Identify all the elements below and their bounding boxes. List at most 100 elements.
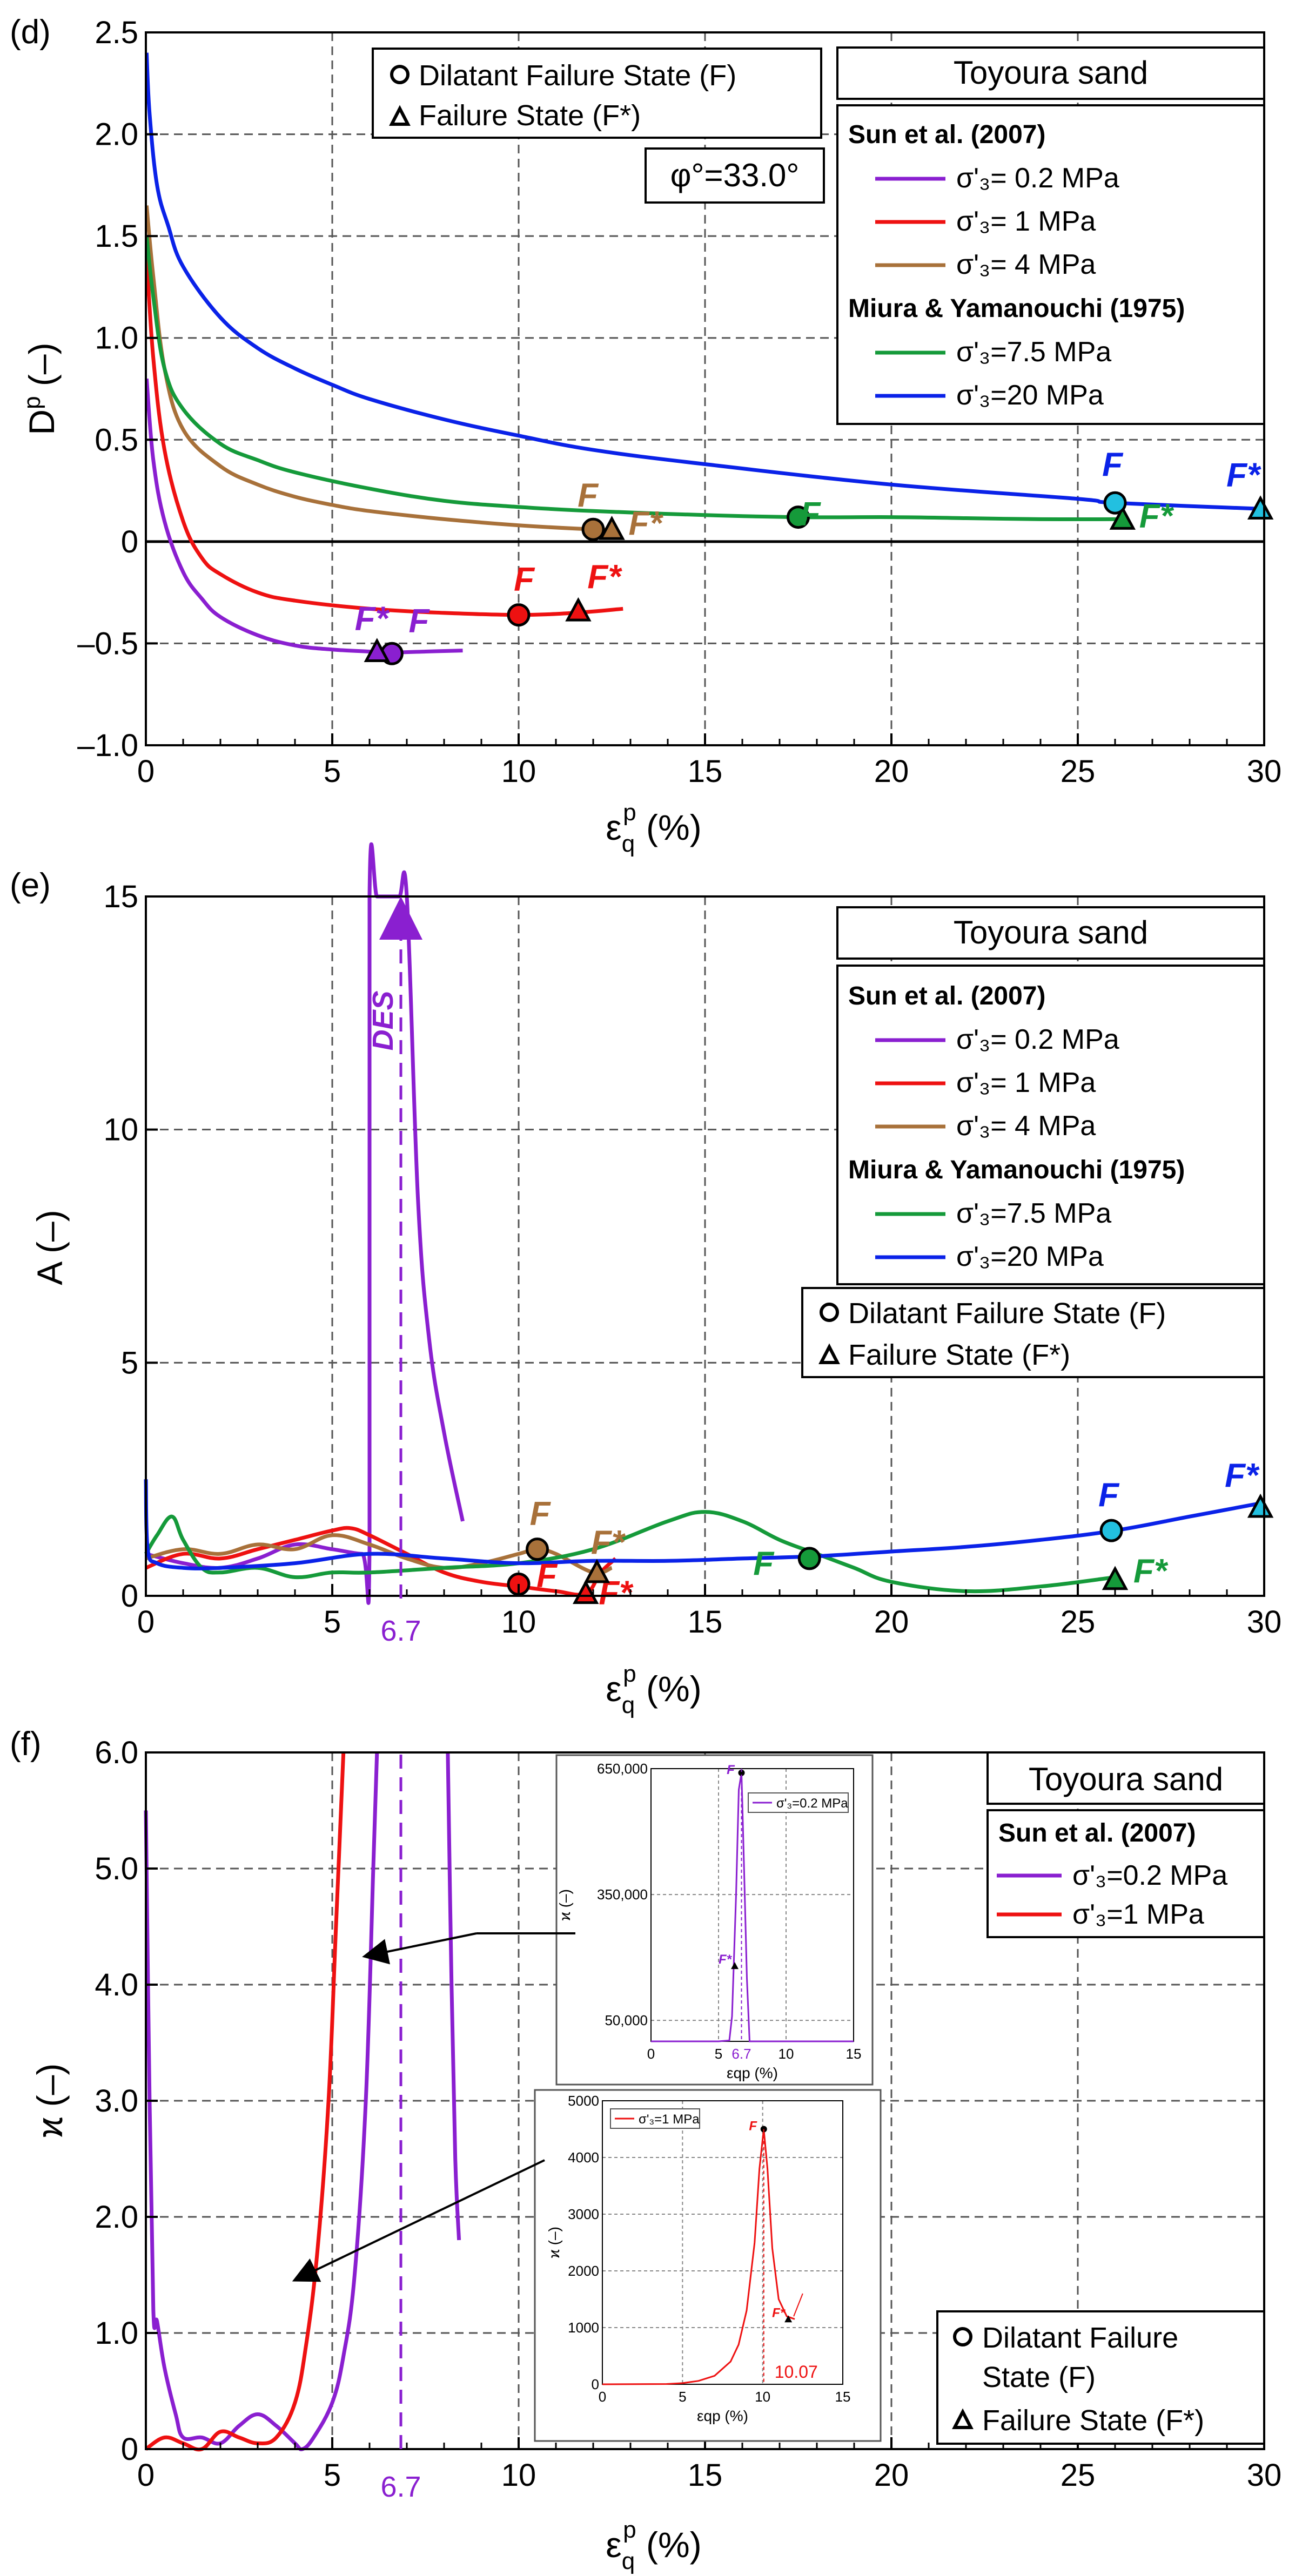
x-tick-label: 25	[1061, 1604, 1096, 1640]
legend-label-1mpa: σ'₃=1 MPa	[1072, 1899, 1204, 1930]
series-line	[144, 256, 623, 617]
legend-label: σ'₃= 1 MPa	[956, 206, 1096, 237]
legend-label: σ'₃= 4 MPa	[956, 1110, 1096, 1142]
legend-dilatant-label: Dilatant Failure State (F)	[848, 1297, 1166, 1330]
y-tick-label: 5	[121, 1345, 138, 1380]
y-tick-label: 6.0	[95, 1735, 138, 1770]
inset-legend-label: σ'₃=0.2 MPa	[776, 1796, 848, 1811]
panel-d-markers: F F* F F* F F* F F* F F*	[355, 446, 1274, 665]
inset-y-tick-label: 0	[592, 2376, 599, 2392]
x-tick-label: 30	[1247, 1604, 1282, 1640]
inset-xlabel: εqp (%)	[697, 2408, 748, 2424]
inset-point-label: F	[727, 1763, 735, 1777]
inset-x-tick-label: 15	[846, 2046, 862, 2062]
F-label: F	[753, 1545, 775, 1582]
series-line	[144, 1510, 1116, 1594]
inset-y-tick-label: 50,000	[605, 2012, 648, 2028]
inset-pointer-arrow	[292, 2159, 545, 2282]
panel-e-label: (e)	[10, 867, 51, 904]
inset-y-tick-label: 3000	[568, 2206, 599, 2222]
x-tick-label: 10	[501, 754, 536, 789]
dilatant-failure-marker	[1103, 491, 1127, 515]
failure-marker	[565, 597, 592, 622]
y-tick-label: 10	[103, 1112, 138, 1148]
series-line	[145, 842, 465, 1605]
failure-marker	[583, 1559, 610, 1583]
panel-e-ylabel: A (–)	[30, 1210, 70, 1285]
panel-d-series	[144, 52, 1265, 655]
panel-f-x-6.7-label: 6.7	[380, 2471, 421, 2503]
F-star-label: F*	[1225, 1457, 1260, 1494]
inset-x-tick-label: 5	[679, 2389, 686, 2405]
x-tick-label: 25	[1061, 2458, 1096, 2493]
inset-ylabel-text: ϰ (–)	[556, 1889, 573, 1921]
panel-d-xlabel: εqp (%)	[606, 799, 701, 857]
inset-x-tick-label: 15	[835, 2389, 851, 2405]
panel-d-legend-entries: Sun et al. (2007) σ'₃= 0.2 MPa σ'₃= 1 MPa σ…	[848, 120, 1185, 411]
failure-marker	[1247, 1493, 1274, 1518]
x-tick-label: 20	[874, 1604, 909, 1640]
x-tick-label: 20	[874, 754, 909, 789]
des-label: DES	[367, 990, 399, 1050]
panel-d-axis-ticks: 0 5 10 15 20 25 30 –1.0 –0.5 0 0.5 1.0 1.5 2.0 2.5	[77, 15, 1281, 789]
y-tick-label: 4.0	[95, 1967, 138, 2002]
panel-d-material-title: Toyoura sand	[954, 55, 1148, 91]
legend-label: σ'₃=20 MPa	[956, 1241, 1104, 1272]
panel-e-legend-entries: Sun et al. (2007) σ'₃= 0.2 MPa σ'₃= 1 MPa σ…	[848, 982, 1185, 1272]
inset-F-marker	[738, 1769, 745, 1776]
inset-ylabel: ϰ (–)	[556, 1889, 573, 1921]
panel-f-xlabel: εqp (%)	[606, 2517, 701, 2574]
dilatant-failure-marker	[526, 1537, 549, 1561]
inset-x-tick-label: 10	[755, 2389, 770, 2405]
x-tick-label: 15	[688, 754, 723, 789]
inset-10.07-label: 10.07	[775, 2362, 818, 2382]
dilatant-failure-marker	[797, 1547, 821, 1570]
inset-frame	[602, 2100, 843, 2385]
inset-0.2mpa-plot: 0 5 6.7 10 15 50,000 350,000 650,000 F F* σ'₃=0.2 …	[556, 1761, 861, 2081]
panel-d: (d) F F* F F* F F* F F* F F* 0 5 10 15 20 25 30 –1.0 –0.5…	[10, 14, 1281, 857]
panel-f: (f) 0 5 10 15 20 25 30 0 1.0 2.0 3.0 4.0 5.0 6.0 εqp …	[10, 1725, 1281, 2574]
x-tick-label: 20	[874, 2458, 909, 2493]
legend-failure-label: Failure State (F*)	[848, 1339, 1070, 1371]
panel-f-ylabel: ϰ (–)	[30, 2064, 70, 2139]
panel-e-axis-ticks: 0 5 10 15 20 25 30 0 5 10 15	[103, 879, 1281, 1640]
F-label: F	[530, 1495, 552, 1533]
legend-label: σ'₃=20 MPa	[956, 380, 1104, 411]
inset-point-label: F	[749, 2119, 757, 2134]
y-tick-label: 2.5	[95, 15, 138, 50]
F-label: F	[1102, 446, 1124, 483]
circle-marker-icon	[820, 1303, 839, 1322]
x-tick-label: 0	[137, 1604, 155, 1640]
legend-group-title: Miura & Yamanouchi (1975)	[848, 294, 1185, 323]
x-tick-label: 5	[324, 754, 341, 789]
inset-x-tick-label: 10	[778, 2046, 794, 2062]
inset-y-tick-label: 1000	[568, 2319, 599, 2336]
panel-d-title-box	[836, 46, 1265, 100]
x-tick-label: 30	[1247, 2458, 1282, 2493]
dilatant-failure-marker	[787, 505, 810, 529]
y-tick-label: 3.0	[95, 2083, 138, 2119]
triangle-marker-icon	[818, 1343, 840, 1364]
inset-F-star-marker	[784, 2315, 793, 2323]
svg-text:Dp (–): Dp (–)	[19, 342, 62, 435]
inset-F-star-marker	[731, 1962, 739, 1970]
inset-ylabel: ϰ (–)	[546, 2227, 562, 2258]
inset-pointer-arrow	[362, 1932, 477, 1965]
F-label: F	[514, 561, 535, 598]
dilatant-failure-marker	[581, 517, 605, 541]
y-tick-label: 1.0	[95, 321, 138, 356]
inset-legend-label: σ'₃=1 MPa	[639, 2112, 700, 2127]
inset-1mpa-plot: 0 5 10 15 0 1000 2000 3000 4000 5000 F F* σ'₃=1 MPa ε…	[546, 2093, 850, 2424]
inset-x-tick-label: 0	[647, 2046, 655, 2062]
legend-group-title: Miura & Yamanouchi (1975)	[848, 1156, 1185, 1184]
panel-d-label: (d)	[10, 14, 51, 51]
series-line	[144, 1752, 379, 2451]
F-star-label: F*	[1226, 457, 1261, 494]
inset-x-tick-label: 0	[599, 2389, 606, 2405]
x-tick-label: 25	[1061, 754, 1096, 789]
failure-marker	[1247, 495, 1274, 520]
inset-y-tick-label: 5000	[568, 2093, 599, 2109]
series-line	[144, 235, 1128, 522]
